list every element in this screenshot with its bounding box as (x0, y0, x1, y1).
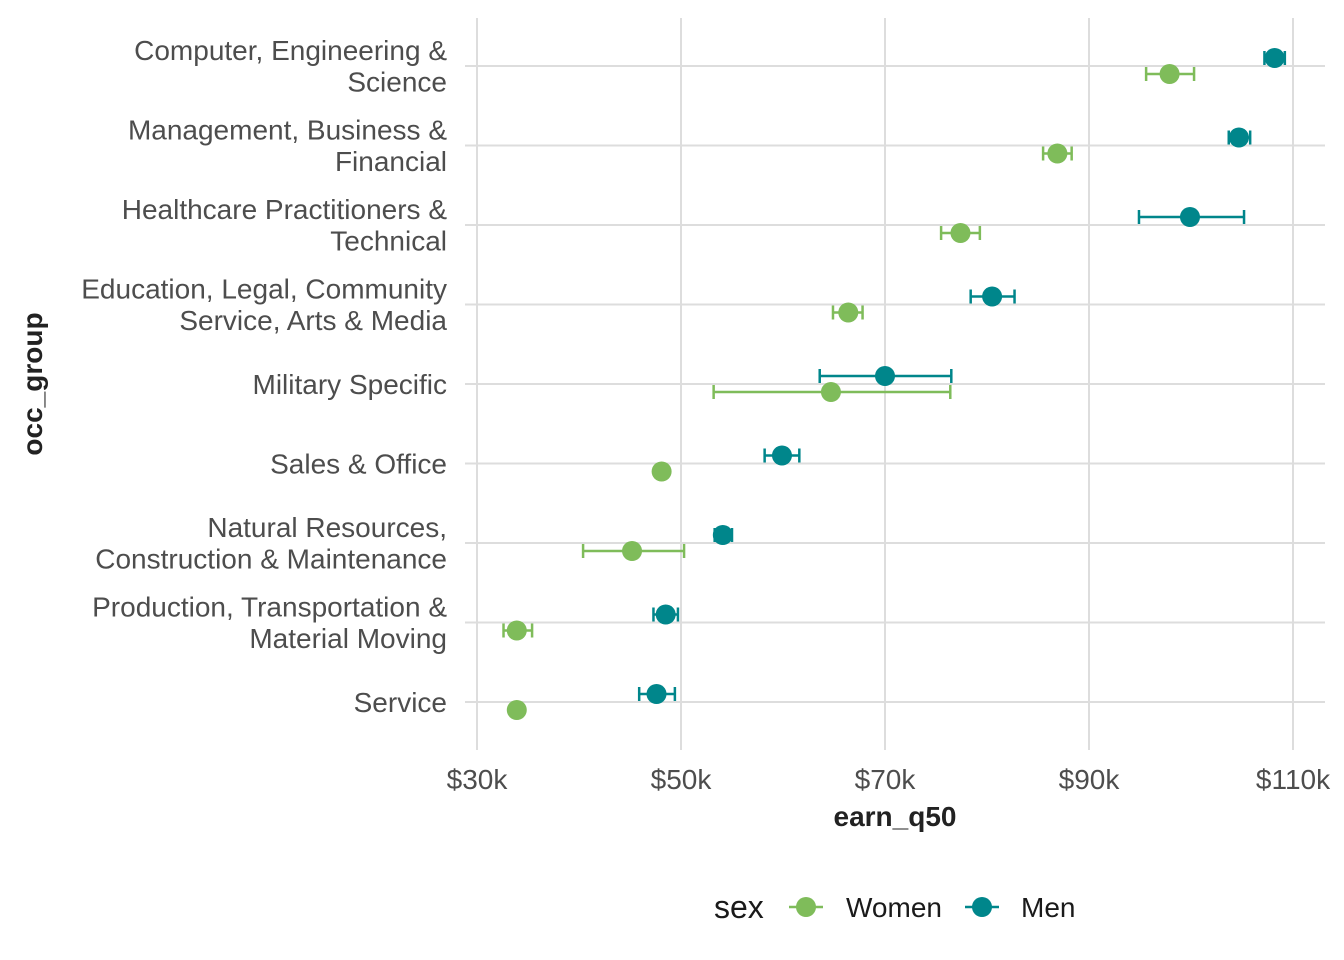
category-label: Sales & Office (270, 449, 447, 480)
x-axis-labels: $30k $50k $70k $90k $110k (447, 764, 1331, 795)
legend-swatch-dot (796, 897, 816, 917)
data-point (838, 302, 859, 323)
data-marks (502, 48, 1287, 720)
data-point (655, 604, 676, 625)
category-label: Healthcare Practitioners & Technical (122, 194, 448, 257)
data-point (1047, 143, 1068, 164)
grid-layer (465, 18, 1325, 750)
data-point (622, 541, 643, 561)
legend-title: sex (714, 889, 764, 925)
category-label: Service (354, 687, 447, 718)
category-label: Management, Business & Financial (128, 115, 447, 178)
category-label: Military Specific (253, 369, 447, 400)
y-axis-labels: Computer, Engineering & Science Management… (81, 35, 447, 718)
series-men (637, 48, 1287, 704)
legend-swatch-dot (972, 897, 992, 917)
x-tick-label: $90k (1059, 764, 1121, 795)
data-point (982, 286, 1003, 307)
series-women (502, 64, 1196, 720)
category-label: Education, Legal, Community Service, Arts… (81, 274, 447, 337)
data-point (875, 366, 895, 386)
data-point (950, 223, 971, 243)
legend-label: Women (846, 892, 942, 923)
legend-label: Men (1021, 892, 1075, 923)
data-point (771, 445, 792, 466)
x-tick-label: $50k (651, 764, 713, 795)
x-tick-label: $70k (855, 764, 917, 795)
data-point (506, 700, 527, 720)
category-label: Production, Transportation & Material Mov… (92, 592, 447, 655)
data-point (1264, 48, 1285, 68)
x-axis-title: earn_q50 (834, 801, 957, 832)
legend-item-men: Men (965, 892, 1075, 923)
y-axis-title: occ_group (17, 312, 48, 455)
data-point (1159, 64, 1180, 84)
data-point (506, 620, 527, 641)
data-point (651, 461, 672, 482)
category-label: Natural Resources, Construction & Mainten… (95, 512, 447, 575)
x-tick-label: $110k (1256, 764, 1331, 795)
x-tick-label: $30k (447, 764, 509, 795)
data-point (646, 684, 667, 704)
legend-item-women: Women (789, 892, 942, 923)
data-point (820, 382, 841, 402)
data-point (712, 525, 733, 545)
data-point (1228, 127, 1249, 148)
legend: sex Women Men (714, 889, 1075, 925)
data-point (1179, 207, 1200, 227)
category-label: Computer, Engineering & Science (134, 35, 447, 98)
